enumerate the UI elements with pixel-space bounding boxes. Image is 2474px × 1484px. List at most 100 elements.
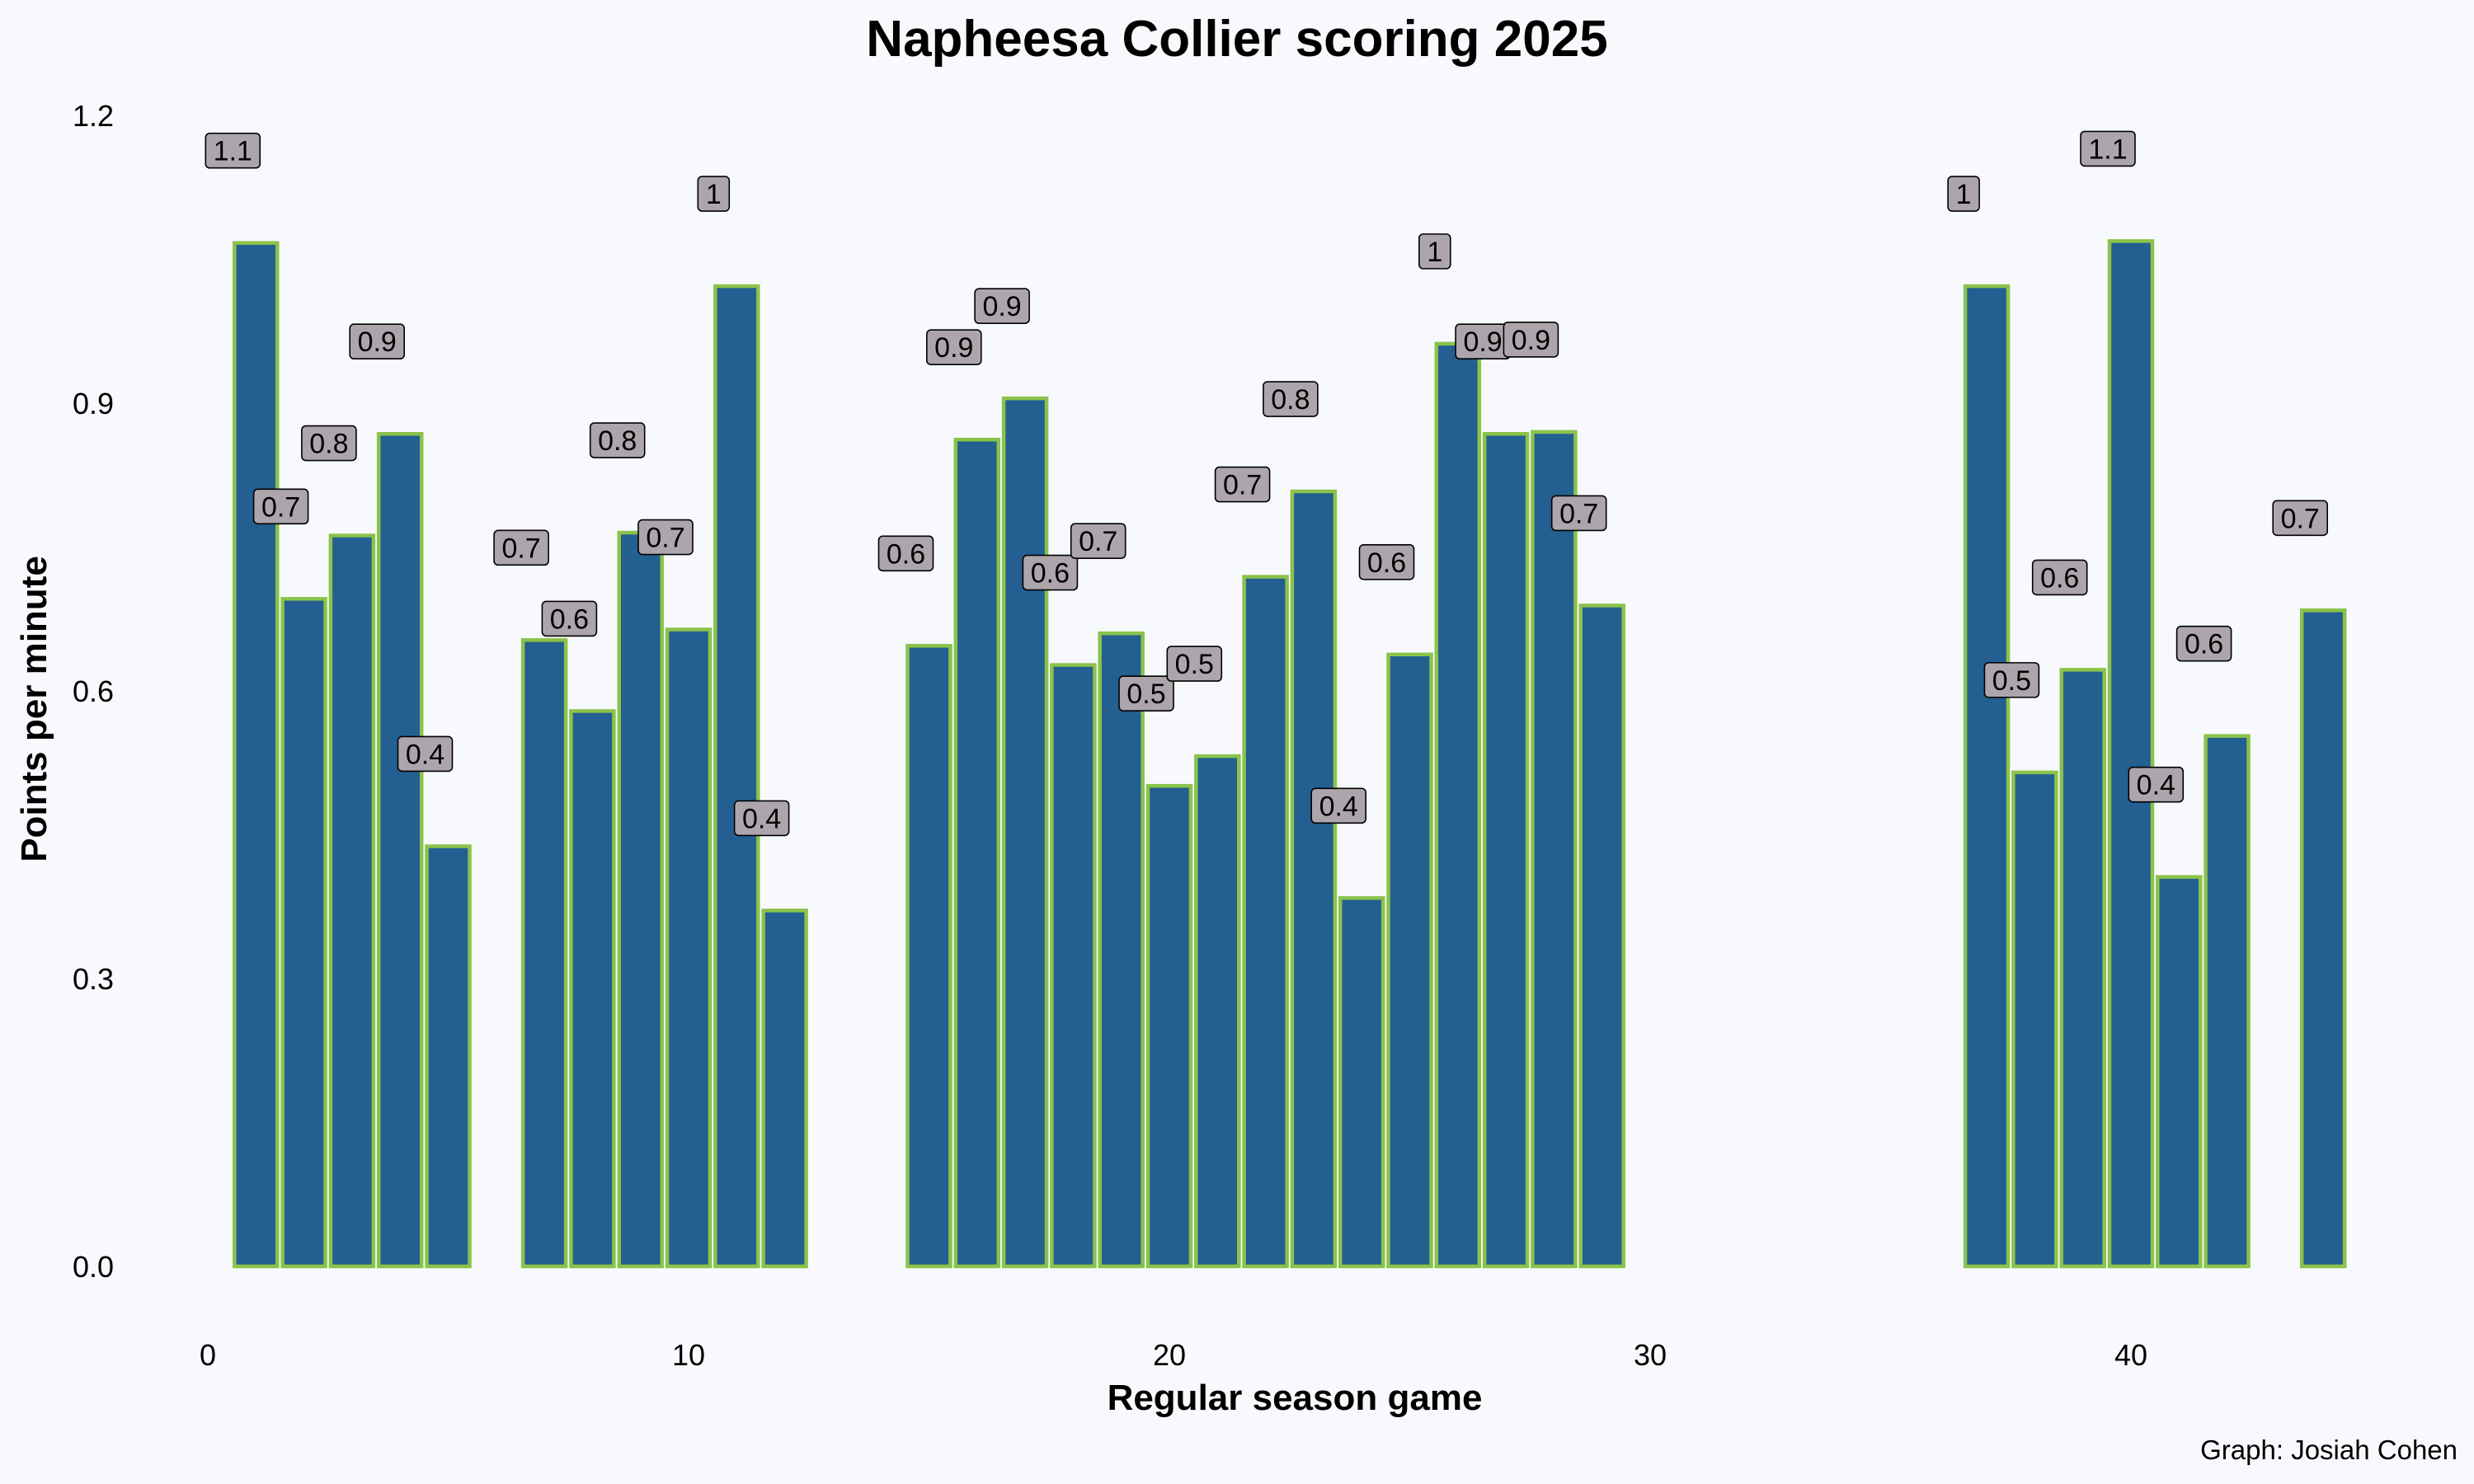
data-label-box	[493, 529, 549, 566]
bar-game-29	[1578, 603, 1625, 1269]
data-label-text: 0.9	[982, 291, 1021, 322]
bar-game-18	[1050, 663, 1097, 1269]
data-label-box	[1947, 176, 1980, 212]
data-label-text: 0.9	[1463, 326, 1502, 358]
data-label: 0.7	[493, 529, 549, 566]
data-label-text: 0.7	[1079, 526, 1117, 557]
data-label: 1	[1947, 176, 1980, 212]
data-label: 0.7	[2272, 500, 2328, 537]
data-label: 0.4	[397, 735, 454, 773]
data-label: 0.7	[1070, 523, 1126, 560]
y-axis-title: Points per minute	[14, 556, 54, 862]
data-label-box	[349, 323, 406, 360]
x-tick-label: 0	[200, 1338, 216, 1372]
data-label-box	[301, 425, 357, 462]
data-label: 0.9	[1455, 323, 1511, 360]
data-label: 0.6	[877, 535, 934, 572]
data-label: 0.6	[2031, 559, 2088, 596]
data-label: 0.5	[1983, 662, 2040, 698]
data-label-box	[1070, 523, 1126, 560]
data-label: 0.7	[1214, 466, 1271, 503]
data-label-text: 0.4	[742, 803, 781, 834]
bar-game-41	[2156, 875, 2203, 1269]
data-label-text: 0.7	[1559, 498, 1598, 529]
data-label: 0.9	[926, 329, 982, 366]
data-label: 0.5	[1118, 675, 1174, 711]
y-tick-label: 1.2	[73, 99, 114, 133]
data-label-box	[1550, 495, 1607, 532]
x-tick-label: 30	[1634, 1338, 1667, 1372]
bar-game-38	[2011, 770, 2058, 1269]
x-axis-ticks: 0 10 20 30 40	[200, 1338, 2147, 1372]
data-label-text: 0.6	[550, 603, 589, 635]
data-label-box	[541, 600, 598, 637]
bar-game-26	[1434, 341, 1482, 1269]
bar-game-22	[1242, 575, 1289, 1269]
data-label-box	[2128, 766, 2185, 803]
data-label-text: 0.6	[887, 538, 925, 570]
data-label-box	[1214, 466, 1271, 503]
data-label: 0.6	[1358, 543, 1415, 580]
bar-game-27	[1482, 431, 1530, 1269]
bar-game-19	[1098, 631, 1145, 1269]
data-label-box	[589, 422, 646, 458]
data-label-box	[1418, 233, 1451, 270]
data-label-text: 0.7	[261, 491, 300, 523]
data-label-box	[877, 535, 934, 572]
bar-game-25	[1386, 652, 1433, 1269]
data-label-box	[2175, 625, 2232, 662]
data-label-text: 0.9	[934, 332, 973, 364]
data-label-text: 1.1	[2088, 134, 2127, 165]
data-label: 0.8	[589, 422, 646, 458]
data-label-text: 0.9	[358, 326, 397, 358]
bar-game-37	[1963, 284, 2011, 1269]
data-label-text: 0.7	[2281, 503, 2320, 534]
bar-game-4	[376, 431, 424, 1269]
y-tick-label: 0.9	[73, 387, 114, 420]
data-label: 0.7	[252, 488, 309, 525]
data-label-box	[397, 735, 454, 773]
data-label-text: 0.9	[1512, 325, 1550, 356]
bar-game-20	[1145, 783, 1193, 1269]
data-label: 0.7	[637, 519, 694, 556]
bar-game-40	[2107, 239, 2155, 1269]
data-label-box	[1166, 646, 1223, 682]
bar-game-10	[665, 627, 713, 1269]
data-label-box	[637, 519, 694, 556]
y-axis-ticks: 0.0 0.3 0.6 0.9 1.2	[73, 99, 114, 1284]
data-label-text: 0.8	[309, 429, 348, 460]
data-label: 1.1	[205, 132, 261, 169]
data-label: 0.7	[1550, 495, 1607, 532]
data-label: 0.4	[733, 800, 790, 837]
data-labels: 1.1 0.7 0.8 0.9 0.4 0.7 0.6 0.8 0.7 1 0.4 0.6 0.9 0.9…	[205, 130, 2328, 837]
data-label-box	[2272, 500, 2328, 537]
data-label-text: 0.5	[1992, 665, 2031, 697]
data-label-box	[1263, 381, 1319, 417]
bar-game-42	[2204, 734, 2251, 1269]
data-label: 1	[1418, 233, 1451, 270]
data-label: 0.6	[2175, 625, 2232, 662]
data-label-text: 0.5	[1126, 679, 1165, 710]
bars	[233, 239, 2347, 1269]
data-label-text: 0.4	[2137, 770, 2175, 801]
data-label-box	[2031, 559, 2088, 596]
bar-game-24	[1338, 896, 1385, 1269]
data-label-text: 0.8	[598, 425, 637, 457]
data-label-box	[733, 800, 790, 837]
data-label-text: 0.7	[646, 523, 684, 554]
data-label-box	[1358, 543, 1415, 580]
data-label: 0.6	[1022, 554, 1079, 591]
bar-game-28	[1531, 430, 1578, 1269]
data-label-text: 0.6	[2040, 562, 2079, 594]
x-tick-label: 20	[1153, 1338, 1186, 1372]
bar-game-21	[1194, 754, 1241, 1269]
bar-game-17	[1001, 396, 1049, 1269]
bar-game-7	[520, 638, 568, 1269]
y-tick-label: 0.6	[73, 674, 114, 708]
data-label-box	[974, 288, 1030, 324]
data-label: 0.5	[1166, 646, 1223, 682]
data-label-box	[2080, 130, 2136, 167]
data-label: 1	[697, 176, 731, 212]
data-label-box	[1503, 322, 1559, 358]
